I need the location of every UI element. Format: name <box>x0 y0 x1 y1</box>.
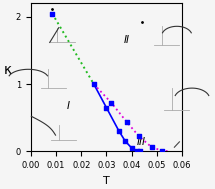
Point <box>125 120 128 123</box>
Point <box>137 135 141 138</box>
Point <box>51 12 54 15</box>
Point <box>110 101 113 104</box>
Point <box>92 83 95 86</box>
Point <box>124 140 127 143</box>
Point <box>117 130 121 133</box>
Text: I: I <box>67 101 70 111</box>
Point <box>150 146 154 149</box>
Point <box>139 150 142 153</box>
Point <box>135 149 138 152</box>
Text: II: II <box>124 35 129 45</box>
Point <box>160 149 163 152</box>
Text: III: III <box>137 137 146 147</box>
X-axis label: T: T <box>103 176 110 186</box>
Y-axis label: κ: κ <box>3 63 12 77</box>
Point <box>105 106 108 109</box>
Point <box>130 146 133 149</box>
